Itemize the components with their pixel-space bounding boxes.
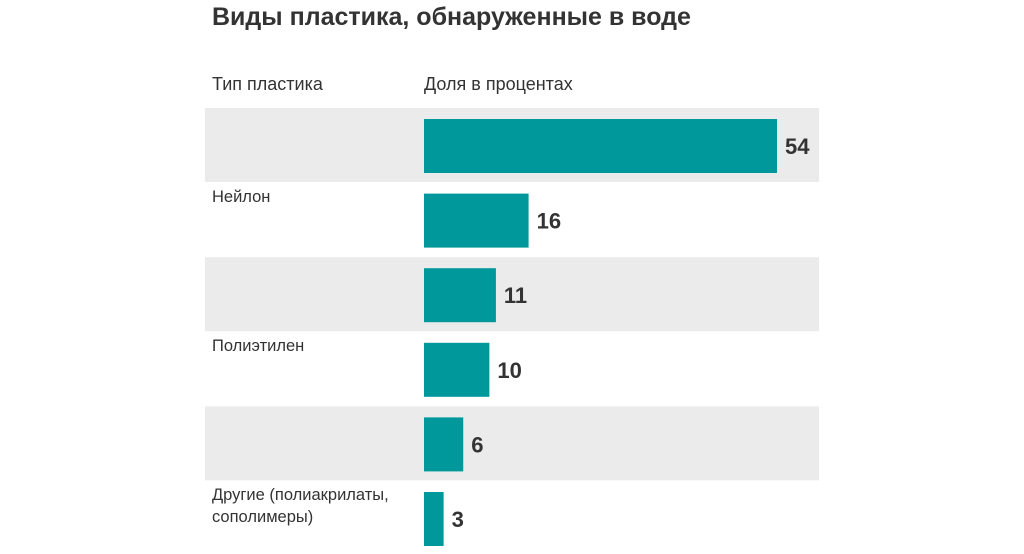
bar bbox=[424, 492, 444, 546]
category-label: Нейлон bbox=[212, 186, 424, 208]
category-label: Другие (полиакрилаты, сополимеры) bbox=[212, 484, 424, 528]
category-column-header: Тип пластика bbox=[212, 74, 323, 94]
bar bbox=[424, 119, 777, 173]
chart-title: Виды пластика, обнаруженные в воде bbox=[212, 3, 691, 31]
bar-value-label: 6 bbox=[471, 432, 483, 457]
bar-value-label: 3 bbox=[452, 507, 464, 532]
category-label-line: Другие (полиакрилаты, bbox=[212, 486, 389, 504]
bar bbox=[424, 268, 496, 323]
row-stripe bbox=[205, 406, 819, 481]
category-label-line: Полиэтилен bbox=[212, 336, 305, 355]
category-label: Полиэтилен bbox=[212, 335, 424, 357]
bar bbox=[424, 342, 490, 397]
bar-value-label: 16 bbox=[537, 209, 561, 234]
bar bbox=[424, 193, 529, 248]
bar-value-label: 10 bbox=[497, 358, 521, 383]
value-column-header: Доля в процентах bbox=[424, 74, 573, 94]
bar-value-label: 11 bbox=[504, 283, 527, 308]
category-label-line: сополимеры) bbox=[212, 508, 314, 526]
row-stripe bbox=[205, 257, 819, 332]
bar-value-label: 54 bbox=[785, 134, 810, 159]
category-label-line: Нейлон bbox=[212, 187, 271, 206]
bar bbox=[424, 417, 464, 472]
